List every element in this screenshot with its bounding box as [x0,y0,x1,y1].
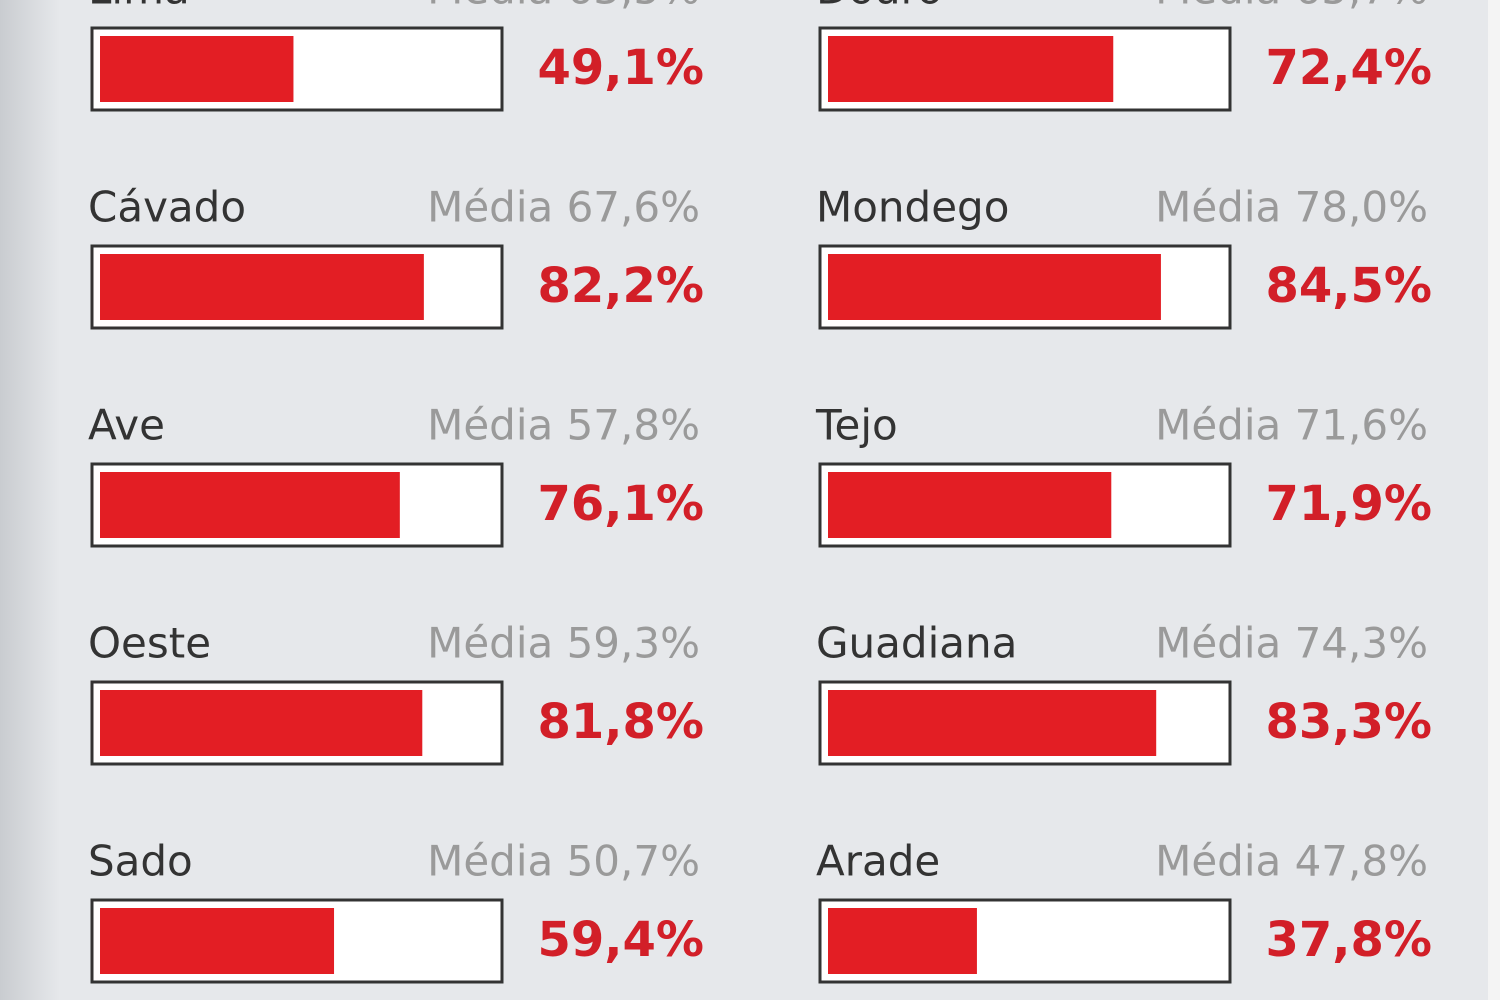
value-label: 83,3% [1265,694,1432,750]
bar [100,690,423,756]
average-label: Média 78,0% [1155,183,1428,232]
basin-name: Douro [816,0,943,14]
basin-name: Sado [88,837,193,886]
value-label: 76,1% [537,476,704,532]
value-label: 81,8% [537,694,704,750]
bar [100,472,400,538]
value-label: 71,9% [1265,476,1432,532]
average-label: Média 47,8% [1155,837,1428,886]
average-label: Média 50,7% [427,837,700,886]
value-label: 72,4% [1265,40,1432,96]
basin-name: Mondego [816,183,1009,232]
bar [828,254,1161,320]
value-label: 82,2% [537,258,704,314]
average-label: Média 74,3% [1155,619,1428,668]
basin-name: Tejo [815,401,898,450]
average-label: Média 67,6% [427,183,700,232]
bar [828,908,977,974]
bar [100,908,335,974]
average-label: Média 65,7% [1155,0,1428,14]
value-label: 49,1% [537,40,704,96]
bar [100,36,294,102]
value-label: 84,5% [1265,258,1432,314]
average-label: Média 71,6% [1155,401,1428,450]
basin-name: Cávado [88,183,246,232]
background-edge [0,0,60,1000]
basin-name: Oeste [88,619,211,668]
value-label: 37,8% [1265,912,1432,968]
basin-name: Guadiana [816,619,1017,668]
bar [828,36,1114,102]
bar [828,690,1157,756]
average-label: Média 57,8% [427,401,700,450]
basin-name: Lima [88,0,190,14]
value-label: 59,4% [537,912,704,968]
average-label: Média 63,5% [427,0,700,14]
bar [100,254,424,320]
right-margin [1488,0,1500,1000]
average-label: Média 59,3% [427,619,700,668]
basin-name: Ave [88,401,165,450]
basin-name: Arade [816,837,940,886]
bar [828,472,1112,538]
